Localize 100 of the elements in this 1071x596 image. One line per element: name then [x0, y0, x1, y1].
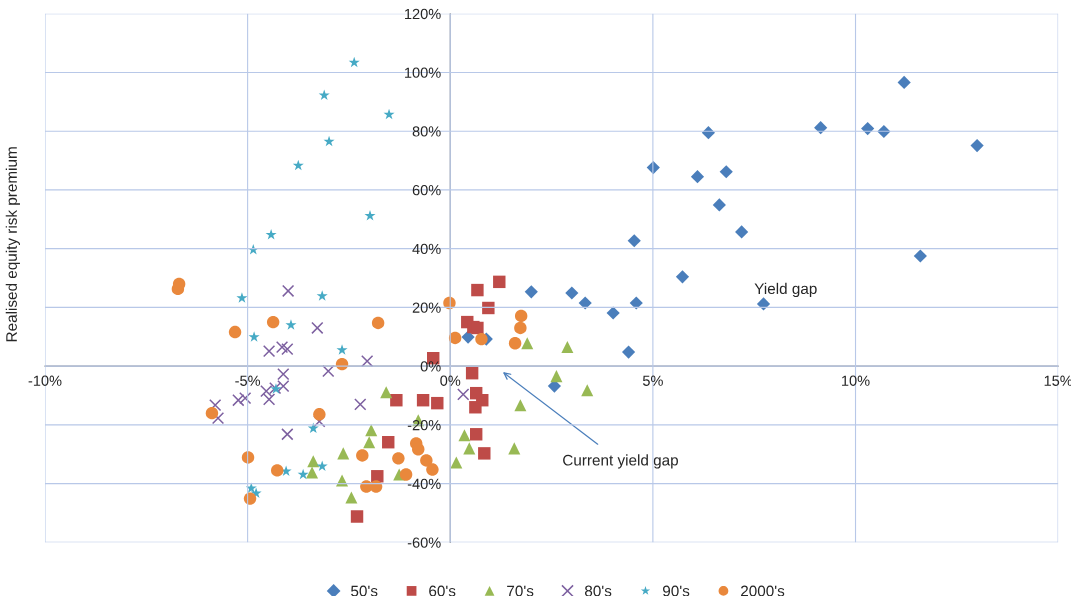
point [524, 285, 538, 299]
y-tick-label: 120% [405, 8, 441, 20]
y-axis-title: Realised equity risk premium [5, 147, 20, 342]
point [561, 341, 574, 354]
point [514, 399, 527, 412]
x-tick-label: -5% [235, 375, 261, 386]
point [458, 429, 471, 442]
point [712, 198, 726, 212]
point [627, 234, 641, 248]
point [521, 337, 534, 350]
point [316, 460, 328, 471]
annotation: Current yield gap [563, 454, 678, 469]
point [248, 331, 260, 342]
y-tick-label: 80% [412, 126, 441, 137]
point [690, 170, 705, 184]
legend-label: 70's [507, 585, 534, 596]
point [756, 297, 771, 311]
point [365, 424, 378, 437]
point [621, 345, 636, 359]
legend-label: 90's [663, 585, 690, 596]
y-tick-label: 0% [420, 361, 441, 372]
point [262, 345, 276, 358]
point [270, 464, 284, 477]
point [390, 394, 403, 407]
point [861, 121, 875, 136]
point [471, 321, 484, 335]
point [469, 401, 482, 414]
point [629, 296, 643, 310]
point [239, 392, 252, 405]
point [285, 319, 297, 330]
legend-label: 80's [584, 585, 612, 596]
y-tick-label: 20% [412, 302, 441, 313]
point [426, 463, 439, 476]
point [508, 337, 522, 350]
point [581, 384, 594, 397]
y-tick-label: 40% [412, 243, 441, 255]
point [913, 249, 927, 263]
point [345, 491, 358, 504]
point [281, 342, 294, 356]
point [469, 428, 483, 441]
point [228, 325, 242, 339]
x-tick-label: 5% [642, 375, 663, 386]
point [675, 270, 690, 284]
point [475, 332, 488, 346]
point [514, 309, 528, 323]
y-tick-label: -60% [407, 537, 441, 548]
point [211, 411, 225, 425]
point [814, 121, 828, 135]
point [420, 454, 433, 467]
x-tick-label: -10% [28, 375, 62, 386]
legend-label: 50's [351, 585, 378, 596]
point [461, 330, 475, 344]
point [275, 340, 289, 354]
point [897, 75, 911, 90]
point [337, 447, 350, 460]
point [236, 292, 248, 303]
point [363, 436, 376, 449]
point [307, 455, 320, 468]
point [361, 355, 374, 368]
point [232, 394, 245, 407]
point [735, 225, 749, 239]
point [266, 315, 280, 329]
point [306, 466, 319, 479]
point [550, 370, 563, 383]
point [265, 229, 277, 240]
point [606, 306, 620, 320]
point [356, 449, 369, 462]
legend-label: 60's [429, 585, 456, 596]
point [292, 159, 304, 171]
point [578, 296, 592, 310]
point [262, 393, 276, 406]
point [311, 321, 324, 335]
point [471, 283, 484, 297]
point [448, 331, 462, 345]
point [493, 275, 506, 289]
x-tick-label: 0% [440, 375, 461, 386]
point [416, 394, 430, 407]
point [316, 290, 328, 301]
point [354, 398, 367, 411]
point [478, 447, 491, 460]
point [719, 165, 733, 179]
point [465, 366, 479, 380]
point [382, 436, 395, 449]
point [380, 386, 393, 399]
point [364, 209, 376, 221]
point [392, 452, 405, 465]
point [322, 364, 335, 378]
point [336, 344, 348, 355]
point [313, 408, 326, 421]
point [313, 415, 326, 428]
point [412, 443, 425, 456]
legend-label: 2000's [741, 585, 785, 596]
point [431, 396, 444, 410]
point [457, 388, 470, 401]
point [281, 428, 294, 441]
point [508, 442, 521, 455]
point [209, 399, 222, 412]
point [482, 301, 495, 315]
y-tick-label: 100% [405, 67, 441, 78]
point [281, 284, 295, 298]
